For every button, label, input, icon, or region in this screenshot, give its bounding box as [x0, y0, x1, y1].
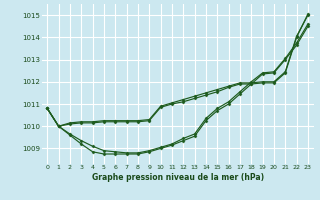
X-axis label: Graphe pression niveau de la mer (hPa): Graphe pression niveau de la mer (hPa): [92, 173, 264, 182]
